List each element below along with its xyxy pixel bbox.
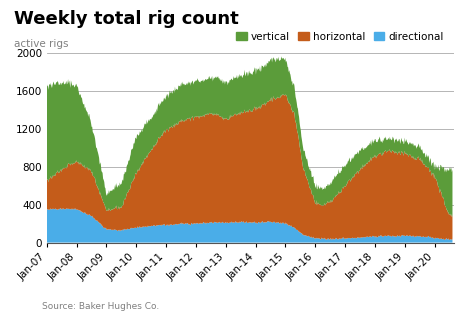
Text: active rigs: active rigs <box>14 39 69 49</box>
Legend: vertical, horizontal, directional: vertical, horizontal, directional <box>232 28 448 46</box>
Text: Weekly total rig count: Weekly total rig count <box>14 10 239 28</box>
Text: Source: Baker Hughes Co.: Source: Baker Hughes Co. <box>42 302 160 311</box>
